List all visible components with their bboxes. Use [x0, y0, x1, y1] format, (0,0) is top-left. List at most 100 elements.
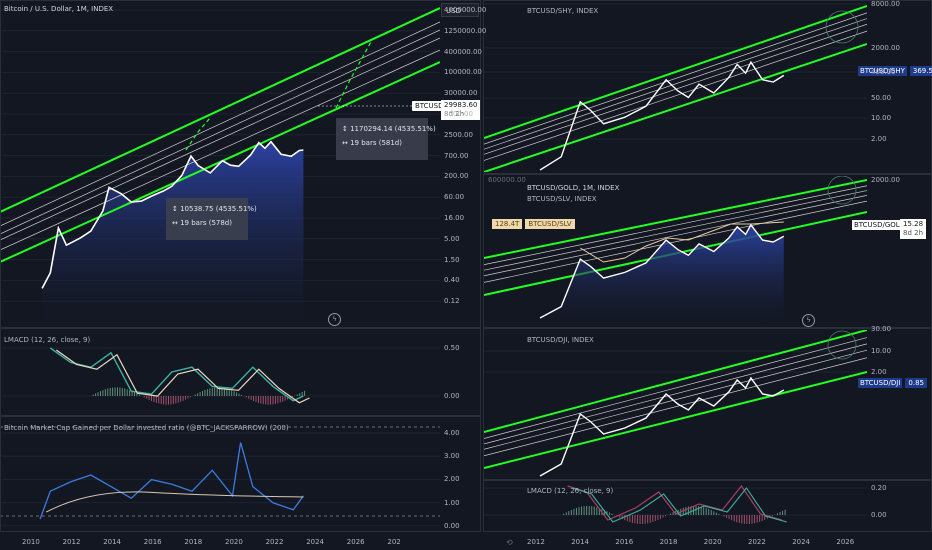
highlight-circle — [825, 10, 859, 44]
price-line — [41, 140, 304, 289]
measure-tooltip-2[interactable]: ↕ 10538.75 (4535.51%) ↔ 19 bars (578d) — [166, 198, 257, 240]
shy-price-line — [539, 60, 785, 171]
goto-date-icon[interactable]: ⟲ — [506, 538, 513, 547]
slv-left-tag: 128.4T BTCUSD/SLV — [492, 219, 575, 229]
highlight-circle — [827, 176, 857, 205]
main-y-tick: 4000000.00 — [444, 6, 487, 14]
lmacd-line — [55, 349, 310, 404]
price-tag-value: 29983.60 8d 2h — [441, 100, 481, 120]
ratio-y-tick: 4.00 — [444, 429, 460, 437]
x-axis-year: 2026 — [346, 538, 365, 546]
ratio-title: Bitcoin Market Cap Gained per Dollar inv… — [4, 424, 289, 432]
currency-button[interactable]: USD — [441, 3, 479, 17]
lmacd-signal-line — [49, 347, 304, 402]
price-tag-symbol: BTCUSD — [412, 101, 447, 111]
shy-y-tick: 2000.00 — [871, 44, 900, 52]
channel-inner — [0, 29, 440, 235]
channel-inner — [0, 21, 440, 227]
x-axis-year: 202 — [387, 538, 401, 546]
projection-line — [185, 117, 211, 151]
shy-channel-inner — [484, 12, 867, 145]
gold-channel-upper — [484, 179, 867, 259]
dji-tag: BTCUSD/DJI 0.85 — [858, 378, 927, 388]
x-axis-year: 2020 — [225, 538, 243, 546]
dji-channel-inner — [484, 357, 867, 457]
shy-y-tick: 2.00 — [871, 135, 887, 143]
x-axis-year: 2012 — [62, 538, 81, 546]
highlight-circle — [827, 330, 857, 360]
shy-channel-inner — [484, 18, 867, 150]
measure-tooltip-1[interactable]: ↕ 1170294.14 (4535.51%) ↔ 19 bars (581d) — [336, 118, 436, 160]
slv-title: BTCUSD/SLV, INDEX — [527, 195, 597, 203]
gold-top-value: 600000.00 — [488, 176, 526, 184]
gold-price-line — [539, 223, 785, 319]
channel-inner — [0, 37, 440, 241]
gold-channel-inner — [484, 185, 867, 266]
main-pane[interactable] — [0, 0, 481, 328]
slv-line — [580, 221, 784, 263]
lightning-icon[interactable]: ϟ — [328, 313, 341, 326]
x-axis-year: 2018 — [184, 538, 203, 546]
shy-y-tick: 400.00 — [871, 68, 896, 76]
main-chart-title: Bitcoin / U.S. Dollar, 1M, INDEX — [4, 5, 114, 13]
slv-tag-symbol: BTCUSD/SLV — [525, 219, 575, 229]
price-countdown: 8d 2h — [444, 110, 465, 118]
x-axis-year: 2024 — [306, 538, 325, 546]
gold-channel-inner — [484, 200, 867, 283]
x-axis-year: 2012 — [527, 538, 545, 546]
x-axis-year: 2018 — [659, 538, 678, 546]
main-y-tick: 400000.00 — [444, 47, 482, 56]
x-axis-year: 2016 — [143, 538, 162, 546]
ratio-y-tick: 2.00 — [444, 475, 460, 484]
x-axis-year: 2016 — [615, 538, 634, 546]
ratio-y-tick: 1.00 — [444, 498, 460, 507]
measure-bars-icon: ↔ — [172, 219, 181, 227]
main-y-tick: 2500.00 — [444, 130, 473, 139]
main-y-tick: 700.00 — [444, 151, 469, 160]
lmacd-title: LMACD (12, 26, close, 9) — [4, 336, 91, 344]
lmacd-y-tick: 0.00 — [444, 392, 460, 400]
gold-value: 15.28 — [903, 220, 924, 228]
dji-title: BTCUSD/DJI, INDEX — [527, 336, 594, 344]
x-axis-year: 2022 — [748, 538, 766, 546]
shy-tag-value: 369.53 — [909, 66, 932, 76]
main-y-tick: 0.40 — [444, 276, 460, 285]
dji-tag-symbol: BTCUSD/DJI — [858, 378, 903, 388]
x-axis-year: 2022 — [265, 538, 284, 546]
x-axis-year: 2014 — [103, 538, 122, 546]
shy-y-tick: 8000.00 — [871, 0, 900, 8]
x-axis-year: 2014 — [571, 538, 590, 546]
lmacd2-y-tick: 0.20 — [871, 484, 887, 492]
dji-pane[interactable] — [483, 328, 932, 480]
price-value: 29983.60 — [444, 101, 478, 109]
gold-channel-inner — [484, 195, 867, 277]
shy-channel-inner — [484, 30, 867, 161]
lmacd-pane[interactable] — [0, 328, 481, 416]
main-y-tick: 8000.00 — [444, 110, 473, 118]
measure-2-bars: ↔ 19 bars (578d) — [172, 219, 232, 227]
dji-channel-upper — [484, 330, 867, 433]
gold-y-tick: 2000.00 — [871, 176, 900, 184]
x-axis-year: 2010 — [22, 538, 40, 546]
lightning-icon[interactable]: ϟ — [802, 314, 815, 327]
gold-tag-symbol: BTCUSD/GOLD — [852, 220, 908, 230]
main-y-tick: 100000.00 — [444, 68, 482, 77]
gold-tag-value: 15.28 8d 2h — [900, 219, 927, 239]
dji-channel-lower — [484, 371, 867, 469]
x-axis-year: 2024 — [792, 538, 811, 546]
ratio-pane[interactable] — [0, 416, 481, 532]
main-y-tick: 0.12 — [444, 297, 460, 306]
main-y-tick: 60.00 — [444, 193, 465, 202]
measure-bars-icon: ↔ — [342, 139, 351, 147]
main-y-tick: 1250000.00 — [444, 26, 487, 35]
dji-channel-inner — [484, 343, 867, 445]
main-y-tick: 5.00 — [444, 234, 460, 243]
channel-upper — [0, 7, 440, 213]
gold-tag: BTCUSD/GOLD — [852, 220, 908, 230]
shy-pane[interactable] — [483, 0, 932, 174]
dji-y-tick: 30.00 — [871, 325, 892, 333]
main-y-tick: 1.50 — [444, 255, 460, 264]
